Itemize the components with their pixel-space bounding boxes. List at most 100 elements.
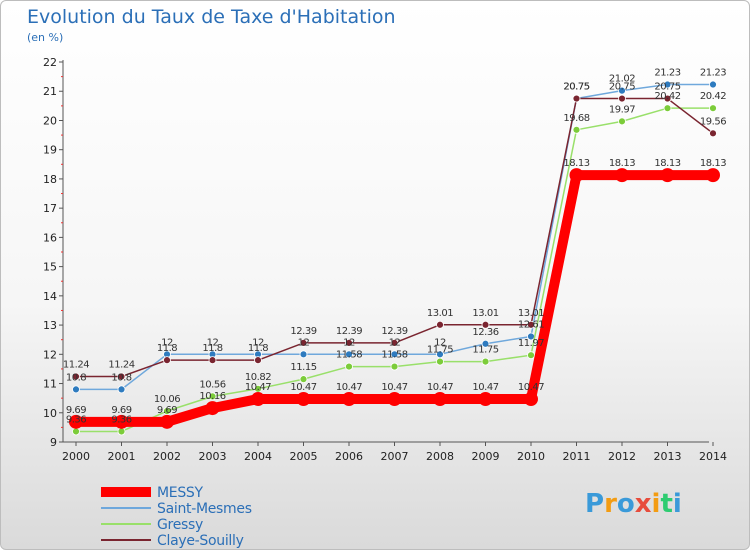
data-label-saint-mesmes: 10.8 [111,372,131,383]
data-point-messy [114,414,129,429]
data-label-claye-souilly: 13.01 [518,308,544,319]
x-tick-label: 2006 [335,450,363,463]
x-tick-label: 2010 [517,450,545,463]
legend-label-claye-souilly: Claye-Souilly [157,533,244,549]
data-point-messy [69,414,83,429]
y-tick-label: 9 [50,436,57,449]
data-point-gressy [663,104,672,113]
y-tick-label: 18 [43,173,57,186]
data-label-gressy: 10.82 [245,372,271,383]
x-tick-label: 2011 [563,450,591,463]
data-label-gressy: 9.36 [66,414,86,425]
data-label-gressy: 10.56 [199,379,225,390]
data-label-claye-souilly: 11.8 [202,343,222,354]
data-label-saint-mesmes: 12 [343,337,355,348]
data-label-messy: 18.13 [609,158,635,169]
data-point-messy [205,401,220,416]
data-point-claye-souilly [117,372,126,381]
data-point-claye-souilly [709,129,717,138]
data-label-saint-mesmes: 12 [434,337,446,348]
data-label-gressy: 19.68 [563,113,589,124]
y-tick-label: 15 [43,261,57,274]
data-label-saint-mesmes: 12 [298,337,310,348]
data-label-gressy: 11.15 [290,362,316,373]
logo-letter: t [660,489,673,519]
data-label-messy: 18.13 [563,158,589,169]
legend-swatch-claye-souilly [101,539,151,541]
data-label-saint-mesmes: 20.75 [563,82,589,93]
x-tick-label: 2012 [608,450,636,463]
x-tick-label: 2014 [699,450,727,463]
data-point-claye-souilly [481,320,490,329]
data-label-saint-mesmes: 12 [207,337,219,348]
data-label-claye-souilly: 11.24 [108,360,134,371]
data-label-saint-mesmes: 21.02 [609,74,635,85]
logo-letter: x [634,489,652,519]
data-point-gressy [208,392,217,401]
x-tick-label: 2009 [472,450,500,463]
x-tick-label: 2001 [108,450,136,463]
data-point-messy [387,392,402,407]
data-point-messy [433,392,447,407]
proxiti-logo: Proxiti [585,489,695,525]
logo-letter: P [585,489,605,519]
data-point-claye-souilly [254,356,262,365]
data-point-saint-mesmes [345,350,353,359]
legend-label-saint-mesmes: Saint-Mesmes [157,501,252,517]
data-point-gressy [72,427,80,436]
legend-label-gressy: Gressy [157,517,203,533]
data-point-gressy [481,357,490,366]
x-tick-label: 2005 [290,450,318,463]
data-label-claye-souilly: 12.39 [290,326,316,337]
data-label-saint-mesmes: 12.61 [518,319,544,330]
data-point-gressy [163,407,171,415]
y-tick-label: 17 [43,202,57,215]
data-point-claye-souilly [527,320,535,329]
data-label-gressy: 11.75 [472,345,498,356]
x-tick-label: 2007 [381,450,409,463]
data-point-claye-souilly [208,356,217,365]
data-label-claye-souilly: 12.39 [336,326,362,337]
data-label-messy: 9.69 [111,405,131,416]
data-label-messy: 10.16 [199,391,225,402]
data-point-claye-souilly [572,94,581,103]
data-point-messy [660,168,675,183]
data-label-messy: 9.69 [157,405,177,416]
data-label-claye-souilly: 11.8 [248,343,268,354]
legend-swatch-gressy [101,523,151,525]
data-point-messy [342,392,356,407]
data-point-claye-souilly [72,372,80,381]
data-label-messy: 10.47 [381,382,407,393]
y-tick-label: 13 [43,319,57,332]
data-label-claye-souilly: 19.56 [700,116,726,127]
x-tick-label: 2013 [654,450,682,463]
data-label-gressy: 11.97 [518,338,544,349]
data-point-saint-mesmes [618,86,626,95]
data-label-messy: 10.47 [245,382,271,393]
y-tick-label: 21 [43,85,57,98]
data-point-saint-mesmes [299,350,308,359]
data-label-saint-mesmes: 12 [161,337,173,348]
data-point-claye-souilly [390,339,399,347]
data-label-saint-mesmes: 21.23 [654,68,680,79]
data-label-claye-souilly: 13.01 [472,308,498,319]
data-label-messy: 9.69 [66,405,86,416]
chart-title: Evolution du Taux de Taxe d'Habitation [27,6,396,28]
y-axis-unit: (en %) [27,31,64,44]
y-tick-label: 20 [43,114,57,127]
data-label-gressy: 10.06 [154,394,180,405]
x-tick-label: 2002 [153,450,181,463]
data-label-gressy: 20.42 [654,91,680,102]
data-point-claye-souilly [299,339,308,347]
data-point-saint-mesmes [481,339,490,348]
legend-swatch-messy [101,487,151,497]
data-point-saint-mesmes [709,80,717,89]
data-point-gressy [527,351,535,360]
data-label-messy: 10.47 [518,382,544,393]
data-point-messy [251,392,265,407]
legend-label-messy: MESSY [157,485,203,501]
data-point-messy [615,168,629,183]
data-label-claye-souilly: 11.24 [63,360,89,371]
